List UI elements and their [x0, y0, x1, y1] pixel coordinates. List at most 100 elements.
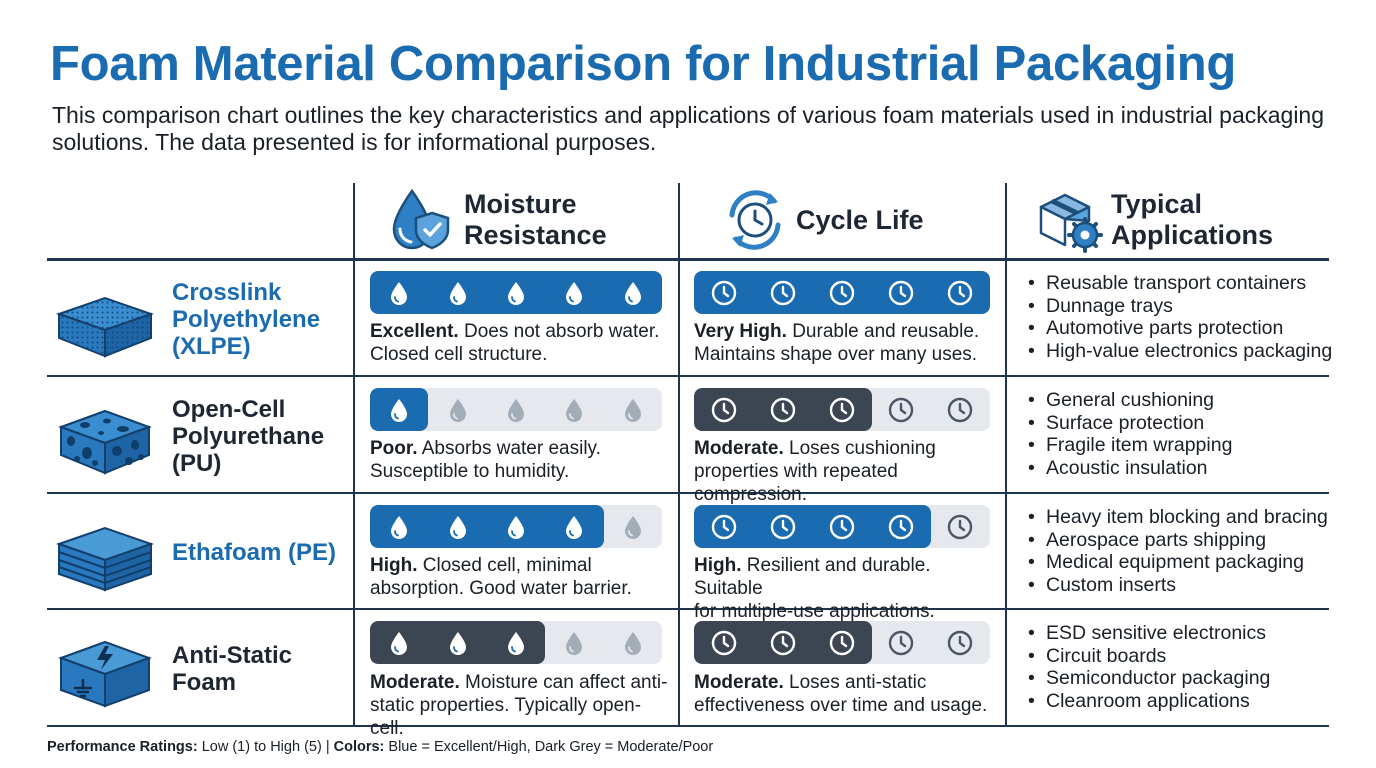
rating-level: High. — [694, 555, 742, 576]
material-name: Foam — [172, 669, 237, 696]
list-item: Fragile item wrapping — [1028, 434, 1232, 457]
water-drop-icon — [391, 631, 408, 655]
water-drop-icon — [449, 398, 466, 422]
rating-level: Moderate. — [370, 672, 460, 693]
clock-icon — [829, 514, 855, 539]
water-drop-icon — [566, 281, 583, 305]
material-name: Polyurethane — [172, 423, 325, 450]
description-text: properties with repeated compression. — [694, 461, 898, 505]
water-drop-icon — [507, 398, 524, 422]
description-text: effectiveness over time and usage. — [694, 695, 988, 716]
clock-icon — [770, 630, 795, 655]
moisture-rating-bar — [370, 505, 662, 548]
clock-icon — [829, 630, 855, 655]
column-header-label: Resistance — [464, 220, 607, 250]
package-gear-icon — [1039, 193, 1103, 253]
list-item: High-value electronics packaging — [1028, 340, 1332, 363]
water-drop-icon — [566, 631, 583, 655]
moisture-description: High. Closed cell, minimal absorption. G… — [370, 554, 670, 600]
moisture-description: Excellent. Does not absorb water. Closed… — [370, 320, 670, 366]
xlpe-foam-block-icon — [55, 296, 155, 358]
clock-icon — [888, 280, 914, 305]
material-name: Polyethylene — [172, 306, 321, 333]
rating-level: Excellent. — [370, 321, 459, 342]
column-divider — [678, 183, 680, 726]
water-drop-icon — [624, 515, 641, 539]
material-row-pe: Ethafoam (PE) — [47, 494, 1329, 611]
list-item: General cushioning — [1028, 389, 1232, 412]
column-header-label: Moisture — [464, 189, 577, 219]
water-drop-icon — [624, 398, 641, 422]
description-text: Absorbs water easily. — [421, 438, 601, 459]
material-row-xlpe: Crosslink Polyethylene (XLPE) — [47, 260, 1329, 377]
clock-icon — [711, 514, 736, 539]
clock-icon — [770, 397, 795, 422]
description-text: Maintains shape over many uses. — [694, 344, 978, 365]
description-text: Closed cell, minimal — [422, 555, 592, 576]
description-text: absorption. Good water barrier. — [370, 578, 632, 599]
water-drop-icon — [391, 281, 408, 305]
footer-label: Performance Ratings: — [47, 739, 198, 755]
material-name: Open-Cell — [172, 396, 286, 423]
table-bottom-border — [47, 725, 1329, 727]
clock-icon — [948, 280, 973, 305]
water-drop-icon — [566, 398, 583, 422]
rating-level: Poor. — [370, 438, 418, 459]
moisture-description: Moderate. Moisture can affect anti- stat… — [370, 671, 670, 740]
column-header-label: Cycle Life — [796, 204, 924, 235]
water-drop-icon — [391, 515, 408, 539]
column-divider — [353, 183, 355, 726]
list-item: Semiconductor packaging — [1028, 667, 1270, 690]
clock-icon — [948, 397, 973, 422]
clock-icon — [711, 397, 736, 422]
rating-level: Moderate. — [694, 672, 784, 693]
list-item: Automotive parts protection — [1028, 317, 1332, 340]
clock-icon — [711, 280, 736, 305]
list-item: Cleanroom applications — [1028, 690, 1270, 713]
header-divider — [47, 258, 1329, 261]
layered-pe-foam-icon — [55, 526, 155, 592]
cycle-description: Moderate. Loses cushioning properties wi… — [694, 437, 1004, 506]
cycle-rating-bar — [694, 271, 990, 314]
page-subtitle: This comparison chart outlines the key c… — [52, 102, 1325, 155]
clock-icon — [829, 280, 855, 305]
clock-icon — [770, 514, 795, 539]
moisture-rating-bar — [370, 621, 662, 664]
list-item: Custom inserts — [1028, 574, 1328, 597]
column-divider — [1005, 183, 1007, 726]
water-drop-icon — [391, 398, 408, 422]
description-text: Loses cushioning — [789, 438, 936, 459]
rating-icons — [370, 388, 662, 431]
moisture-description: Poor. Absorbs water easily. Susceptible … — [370, 437, 670, 483]
clock-icon — [770, 280, 795, 305]
rating-icons — [694, 271, 990, 314]
description-text: for multiple-use applications. — [694, 601, 935, 622]
legend-footer: Performance Ratings: Low (1) to High (5)… — [47, 739, 713, 755]
clock-icon — [711, 630, 736, 655]
rating-level: High. — [370, 555, 418, 576]
cycle-rating-bar — [694, 388, 990, 431]
list-item: Dunnage trays — [1028, 295, 1332, 318]
cycle-description: Moderate. Loses anti-static effectivenes… — [694, 671, 1004, 717]
footer-text: Blue = Excellent/High, Dark Grey = Moder… — [384, 739, 714, 755]
column-header-cycle: Cycle Life — [720, 180, 924, 260]
row-divider — [47, 608, 1329, 610]
water-drop-icon — [449, 281, 466, 305]
open-cell-foam-icon — [58, 409, 152, 475]
material-name: Ethafoam (PE) — [172, 539, 337, 566]
column-header-label: Typical — [1111, 189, 1203, 219]
material-name: Anti-Static — [172, 642, 292, 669]
material-name: (XLPE) — [172, 333, 251, 360]
water-drop-icon — [624, 281, 641, 305]
list-item: Reusable transport containers — [1028, 272, 1332, 295]
footer-label: Colors: — [333, 739, 385, 755]
description-text: Durable and reusable. — [792, 321, 980, 342]
water-drop-icon — [507, 281, 524, 305]
list-item: Heavy item blocking and bracing — [1028, 506, 1328, 529]
material-row-pu: Open-Cell Polyurethane (PU) — [47, 377, 1329, 494]
clock-icon — [829, 397, 855, 422]
applications-list: ESD sensitive electronics Circuit boards… — [1028, 622, 1270, 712]
moisture-rating-bar — [370, 271, 662, 314]
rating-icons — [370, 271, 662, 314]
material-name: (PU) — [172, 450, 222, 477]
